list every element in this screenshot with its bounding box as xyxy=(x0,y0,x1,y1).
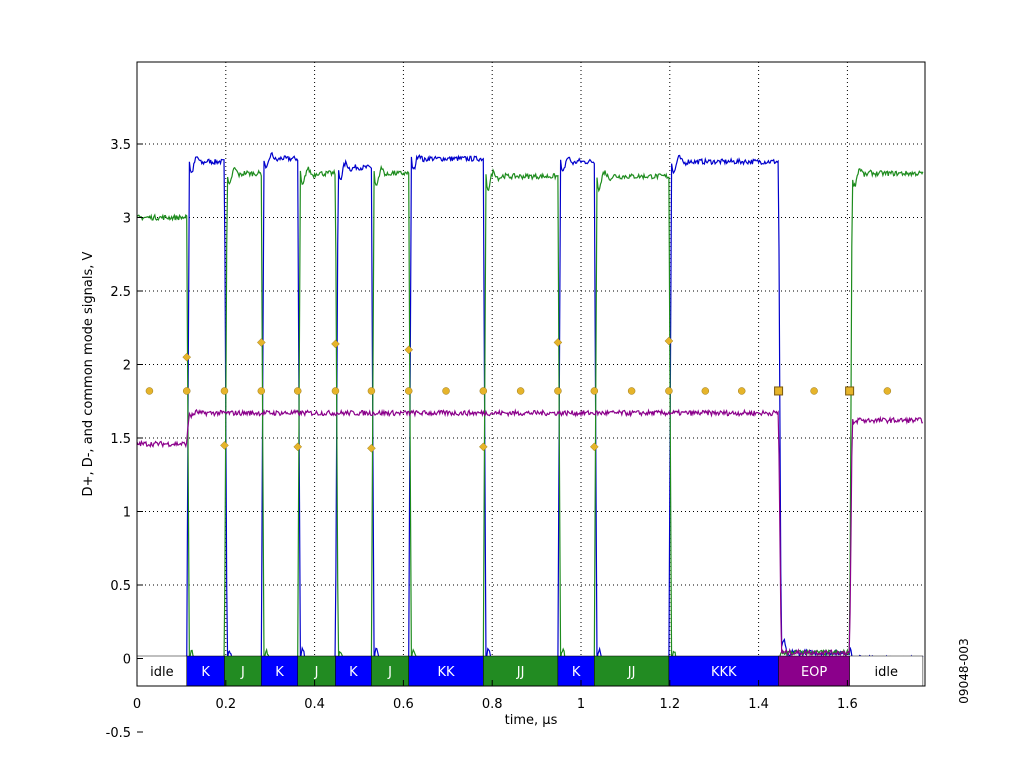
bit-dot-marker xyxy=(516,387,525,395)
crossing-diamond-marker xyxy=(404,345,414,355)
crossing-diamond-marker xyxy=(589,442,599,452)
x-tick-label: 1.4 xyxy=(748,697,769,712)
crossing-diamond-marker xyxy=(220,440,229,450)
sample-markers xyxy=(145,336,892,453)
state-segment xyxy=(849,655,924,687)
state-segment xyxy=(297,655,336,687)
bit-dot-marker xyxy=(627,387,636,395)
state-segment-label: EOP xyxy=(801,665,827,680)
y-tick-label: 3.5 xyxy=(110,138,131,153)
y-tick-label: 0 xyxy=(123,653,131,668)
y-axis-label: D+, D-, and common mode signals, V xyxy=(81,251,96,496)
state-segment-label: KK xyxy=(437,665,455,680)
state-segment-label: K xyxy=(201,665,210,680)
crossing-diamond-marker xyxy=(478,442,488,452)
state-segment-label: J xyxy=(240,665,245,680)
plot-frame xyxy=(136,61,926,687)
crossing-diamond-marker xyxy=(293,442,303,452)
state-segment-label: J xyxy=(387,665,392,680)
x-tick-label: 1 xyxy=(577,697,585,712)
bit-dot-marker xyxy=(293,387,302,395)
y-tick-label: -0.5 xyxy=(106,726,131,741)
bit-dot-marker xyxy=(367,387,376,395)
bit-dot-marker xyxy=(810,387,818,395)
state-segment xyxy=(136,655,187,687)
y-tick-label: 1.5 xyxy=(110,432,131,447)
bit-dot-marker xyxy=(145,387,154,395)
state-segment xyxy=(261,655,298,687)
bit-dot-marker xyxy=(554,387,562,395)
bit-square-marker xyxy=(845,386,855,396)
state-bar: idle K J K J K J KK JJ K JJ KKK EOP idle xyxy=(136,655,924,687)
state-segment xyxy=(668,655,779,687)
bit-dot-marker xyxy=(257,387,266,395)
state-segment-label: K xyxy=(572,665,581,680)
state-segment-label: idle xyxy=(150,665,173,680)
bit-dot-marker xyxy=(479,387,488,395)
crossing-diamond-marker xyxy=(664,336,674,346)
crossing-diamond-marker xyxy=(367,443,376,453)
state-segment-label: JJ xyxy=(627,665,636,680)
series-d-minus xyxy=(136,164,924,668)
x-axis-label: time, µs xyxy=(505,713,558,728)
x-tick-label: 0.8 xyxy=(482,697,503,712)
series-common-mode xyxy=(136,408,923,658)
y-tick-label: 1 xyxy=(123,506,131,521)
bit-dot-marker xyxy=(404,387,413,395)
bit-dot-marker xyxy=(590,387,599,395)
state-segment-label: K xyxy=(275,665,284,680)
state-segment-label: J xyxy=(314,665,319,680)
state-segment-label: KKK xyxy=(711,665,737,680)
x-tick-label: 0.4 xyxy=(304,697,325,712)
x-tick-label: 1.2 xyxy=(659,697,680,712)
state-segment xyxy=(224,655,262,687)
bit-dot-marker xyxy=(442,387,450,395)
figure-id: 09048-003 xyxy=(957,638,971,703)
x-tick-label: 0.6 xyxy=(393,697,414,712)
state-segment-label: idle xyxy=(875,665,898,680)
state-segment-label: JJ xyxy=(516,665,525,680)
bit-dot-marker xyxy=(220,387,229,395)
state-segment xyxy=(371,655,409,687)
x-tick-label: 1.6 xyxy=(837,697,858,712)
bit-dot-marker xyxy=(701,387,710,395)
x-tick-label: 0.2 xyxy=(215,697,236,712)
bit-dot-marker xyxy=(883,387,892,395)
crossing-diamond-marker xyxy=(331,339,340,349)
axis-ticks: 0 0.2 0.4 0.6 0.8 1 1.2 1.4 1.6-0.500.511.522.53… xyxy=(106,138,858,741)
state-segment xyxy=(594,655,670,687)
bit-dot-marker xyxy=(737,387,746,395)
crossing-diamond-marker xyxy=(256,338,266,347)
x-tick-label: 0 xyxy=(133,697,141,712)
y-tick-label: 0.5 xyxy=(110,579,131,594)
bit-dot-marker xyxy=(331,387,340,395)
bit-dot-marker xyxy=(182,387,191,395)
crossing-diamond-marker xyxy=(182,352,192,362)
state-segment-label: K xyxy=(349,665,358,680)
y-tick-label: 2.5 xyxy=(110,285,131,300)
y-tick-label: 2 xyxy=(123,359,131,374)
y-tick-label: 3 xyxy=(123,212,131,227)
state-segment xyxy=(557,655,595,687)
bit-dot-marker xyxy=(665,387,673,395)
crossing-diamond-marker xyxy=(553,338,563,347)
bit-square-marker xyxy=(774,386,784,396)
state-segment xyxy=(778,655,850,687)
